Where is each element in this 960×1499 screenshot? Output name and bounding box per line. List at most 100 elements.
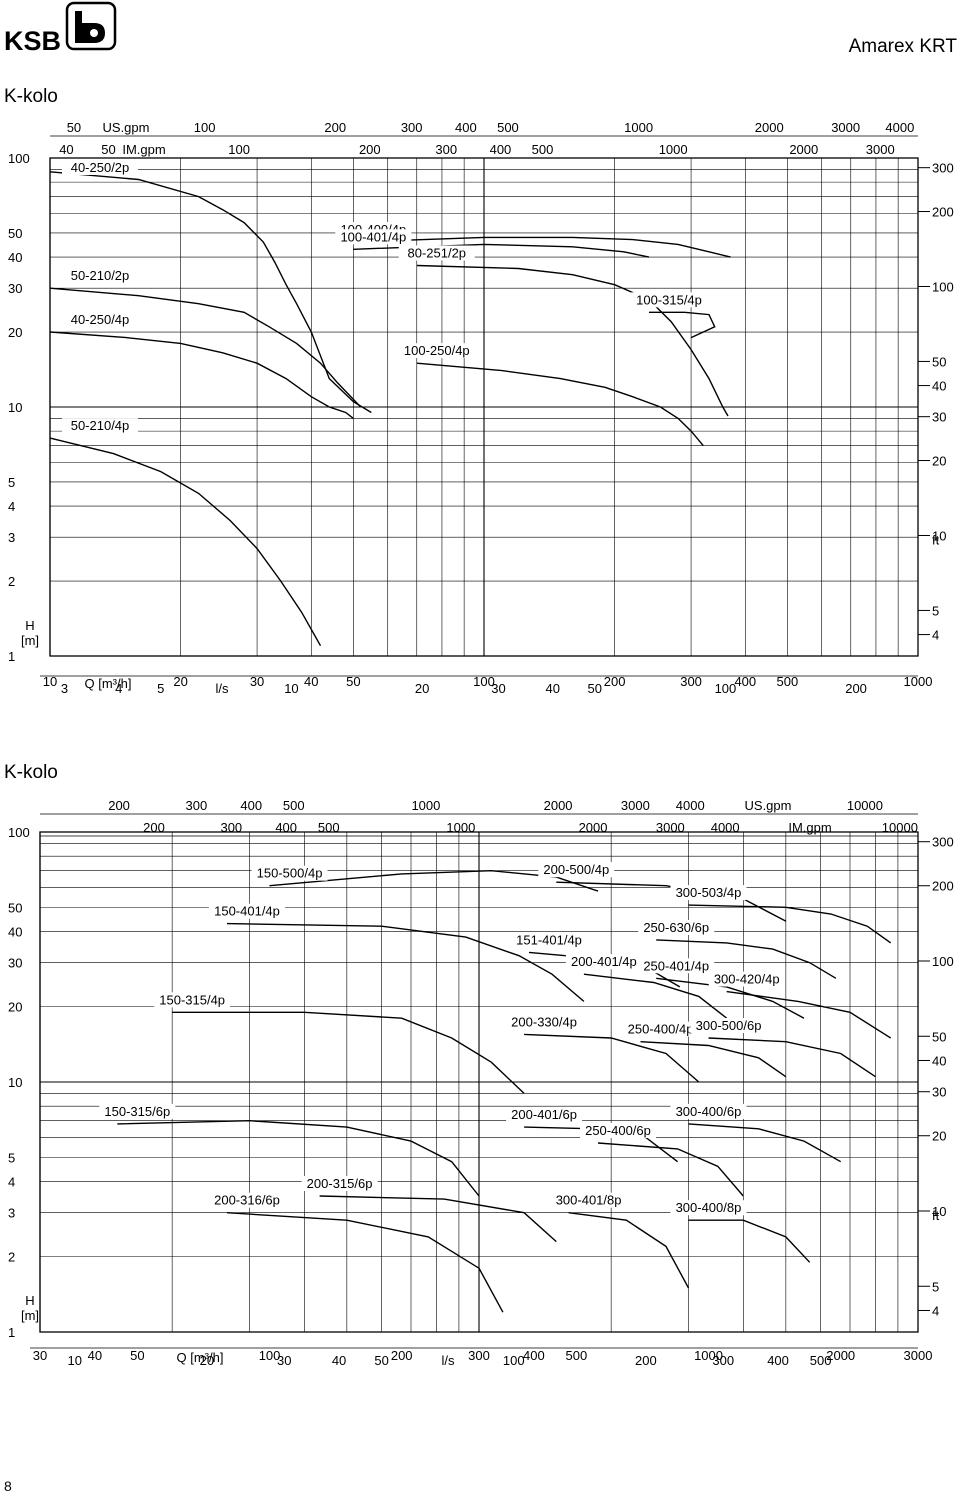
series-label: 200-330/4p (511, 1014, 577, 1029)
y-tick-label: 10 (8, 1075, 22, 1090)
y-tick-label: 2 (8, 574, 15, 589)
ft-tick-label: 40 (932, 1053, 946, 1068)
series-label-bg (670, 1103, 747, 1119)
series-label: 300-420/4p (714, 972, 780, 987)
series-label: 151-401/4p (516, 932, 582, 947)
chart2-title: K-kolo (4, 762, 58, 783)
imgpm-tick-label: 2000 (579, 820, 608, 835)
ls-axis-label: l/s (442, 1353, 456, 1368)
y-tick-label: 5 (8, 475, 15, 490)
imgpm-tick-label: 50 (101, 142, 115, 157)
series-label: 200-316/6p (214, 1193, 280, 1208)
chart2: 1 2 3 4 5 10 20 30 40 50 100 4 5 10 20 30 40 50 100 200 300 f… (8, 798, 954, 1368)
series-label: 150-315/6p (104, 1104, 170, 1119)
series-label: 40-250/4p (71, 312, 130, 327)
imgpm-tick-label: 1000 (659, 142, 688, 157)
y-tick-label: 10 (8, 400, 22, 415)
ft-tick-label: 50 (932, 1029, 946, 1044)
ls-tick-label: 200 (635, 1353, 657, 1368)
imgpm-tick-label: 2000 (789, 142, 818, 157)
series-label-bg (622, 1021, 699, 1037)
series-label: 200-401/6p (511, 1107, 577, 1122)
series-label: 250-400/6p (585, 1123, 651, 1138)
y-tick-label: 2 (8, 1250, 15, 1265)
ls-tick-label: 500 (810, 1353, 832, 1368)
x-tick-label: 300 (680, 674, 702, 689)
usgpm-tick-label: 500 (283, 798, 305, 813)
imgpm-tick-label: 200 (143, 820, 165, 835)
ls-tick-label: 40 (332, 1353, 346, 1368)
y-tick-label: 30 (8, 281, 22, 296)
y-tick-label: 4 (8, 499, 15, 514)
ls-axis-label: l/s (216, 681, 230, 696)
imgpm-tick-label: 3000 (656, 820, 685, 835)
ls-tick-label: 50 (588, 681, 602, 696)
y-tick-label: 100 (8, 151, 30, 166)
ft-axis-label: ft (932, 1208, 940, 1223)
x-tick-label: 400 (523, 1348, 545, 1363)
ls-tick-label: 4 (115, 681, 122, 696)
imgpm-tick-label: 200 (359, 142, 381, 157)
ls-tick-label: 400 (767, 1353, 789, 1368)
series-line (726, 990, 892, 1039)
series-line (568, 1212, 690, 1289)
imgpm-tick-label: 40 (59, 142, 73, 157)
usgpm-tick-label: 50 (67, 120, 81, 135)
ft-tick-label: 20 (932, 1129, 946, 1144)
usgpm-tick-label: 500 (497, 120, 519, 135)
series-label: 200-500/4p (543, 862, 609, 877)
x-tick-label: 50 (346, 674, 360, 689)
ft-tick-label: 200 (932, 879, 954, 894)
series-label-bg (62, 268, 138, 284)
imgpm-tick-label: 500 (532, 142, 554, 157)
x-tick-label: 100 (473, 674, 495, 689)
x-tick-label: 20 (173, 674, 187, 689)
imgpm-tick-label: 3000 (866, 142, 895, 157)
series-label: 150-401/4p (214, 904, 280, 919)
series-group (49, 171, 731, 647)
usgpm-tick-label: 300 (186, 798, 208, 813)
series-label-bg (62, 160, 138, 175)
series-line (649, 311, 716, 339)
ls-tick-label: 3 (61, 681, 68, 696)
x-axis-label: Q [m³/h] (177, 1350, 224, 1365)
x-tick-label: 40 (304, 674, 318, 689)
usgpm-tick-label: 2000 (544, 798, 573, 813)
product-name-suffix: KRT (919, 36, 957, 57)
ft-tick-label: 300 (932, 835, 954, 850)
series-line (708, 1037, 876, 1078)
series-label: 300-400/6p (676, 1104, 742, 1119)
series-label: 80-251/2p (407, 246, 466, 261)
y-tick-label: 4 (8, 1174, 15, 1189)
ksb-logo-text: KSB (4, 26, 61, 56)
series-label: 300-503/4p (676, 885, 742, 900)
usgpm-tick-label: 4000 (676, 798, 705, 813)
usgpm-tick-label: 400 (240, 798, 262, 813)
x-tick-label: 1000 (694, 1348, 723, 1363)
series-line (640, 1041, 787, 1078)
ft-tick-label: 300 (932, 161, 954, 176)
usgpm-axis-label: US.gpm (103, 120, 150, 135)
imgpm-tick-label: 4000 (711, 820, 740, 835)
series-label-bg (690, 1017, 767, 1033)
usgpm-tick-label: 200 (108, 798, 130, 813)
usgpm-tick-label: 3000 (831, 120, 860, 135)
imgpm-tick-label: 500 (318, 820, 340, 835)
series-line (583, 973, 728, 1019)
x-tick-label: 3000 (904, 1348, 933, 1363)
series-label: 40-250/2p (71, 160, 130, 175)
ft-axis-label: ft (932, 533, 940, 548)
y-tick-label: 50 (8, 900, 22, 915)
ls-tick-label: 300 (712, 1353, 734, 1368)
series-label: 50-210/4p (71, 418, 130, 433)
series-line (688, 1123, 842, 1163)
series-line (269, 869, 599, 892)
series-label-bg (251, 865, 328, 881)
x-tick-label: 400 (734, 674, 756, 689)
plot-frame (39, 831, 919, 1333)
series-label-bg (209, 1192, 286, 1208)
x-tick-label: 200 (604, 674, 626, 689)
series-label: 150-500/4p (257, 866, 323, 881)
grid (49, 158, 918, 657)
series-line (172, 1011, 525, 1094)
